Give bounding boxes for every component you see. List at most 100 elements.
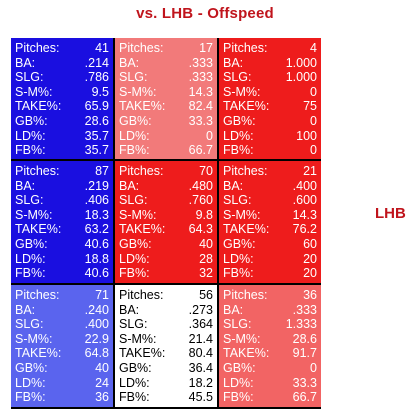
stat-value: .786 [84,70,109,85]
stat-label: FB%: [119,266,150,281]
stat-value: 40.6 [84,236,109,251]
stat-row: S-M%: 21.4 [119,332,217,347]
stat-value: 1.000 [285,70,317,85]
stat-value: 36 [303,288,317,302]
stat-row: GB%: 60 [223,237,321,252]
stat-value: 28 [199,251,213,266]
stat-label: TAKE%: [119,346,166,361]
stat-value: 0 [206,128,213,143]
stat-value: 76.2 [292,222,317,237]
stat-label: SLG: [119,193,148,208]
stat-row: Pitches: 70 [119,164,217,179]
zone-cell: Pitches: 41 BA: .214 SLG: .786 S-M%: 9.5 TAKE%: 6… [11,38,113,159]
stat-label: Pitches: [223,41,268,55]
stat-row: FB%: 36 [15,390,113,405]
stat-label: SLG: [15,317,44,332]
stat-label: GB%: [223,236,256,251]
zone-cell: Pitches: 4 BA: 1.000 SLG: 1.000 S-M%: 0 TAKE%: 75… [219,38,321,159]
stat-row: BA: .273 [119,303,217,318]
stat-value: .219 [84,178,109,193]
chart-title: vs. LHB - Offspeed [136,5,274,22]
stat-value: 60 [303,236,317,251]
stat-label: LD%: [119,251,150,266]
stat-value: 36.4 [188,360,213,375]
stat-value: 0 [310,143,317,158]
stat-row: FB%: 20 [223,266,321,281]
stat-row: Pitches: 87 [15,164,113,179]
stat-label: LD%: [119,128,150,143]
stat-label: TAKE%: [15,346,62,361]
stat-row: S-M%: 0 [223,85,321,100]
stat-label: S-M%: [223,331,261,346]
stat-row: GB%: 36.4 [119,361,217,376]
stat-label: FB%: [119,390,150,405]
stat-value: .600 [292,193,317,208]
zone-grid: Pitches: 41 BA: .214 SLG: .786 S-M%: 9.5 TAKE%: 6… [11,38,321,409]
stat-row: LD%: 35.7 [15,129,113,144]
stat-row: BA: .214 [15,56,113,71]
stat-label: S-M%: [119,331,157,346]
stat-label: Pitches: [119,164,164,178]
zone-cell: Pitches: 21 BA: .400 SLG: .600 S-M%: 14.3 TAKE%:… [219,161,321,283]
stat-value: 28.6 [292,331,317,346]
stat-label: GB%: [15,360,48,375]
stat-row: Pitches: 21 [223,164,321,179]
stat-label: LD%: [223,128,254,143]
stat-row: BA: .333 [223,303,321,318]
stat-row: LD%: 33.3 [223,376,321,391]
stat-row: SLG: 1.000 [223,70,321,85]
stat-value: 64.3 [188,222,213,237]
stat-value: .400 [84,317,109,332]
stat-value: 64.8 [84,346,109,361]
stat-label: LD%: [223,375,254,390]
stat-value: 1.333 [285,317,317,332]
stat-label: FB%: [223,266,254,281]
stat-row: GB%: 33.3 [119,114,217,129]
stat-value: .480 [188,178,213,193]
stat-label: S-M%: [15,331,53,346]
stat-label: SLG: [119,70,148,85]
stat-row: FB%: 32 [119,266,217,281]
stat-row: GB%: 40 [15,361,113,376]
stat-value: .214 [84,55,109,70]
stat-row: S-M%: 28.6 [223,332,321,347]
stat-row: TAKE%: 64.3 [119,222,217,237]
zone-cell: Pitches: 70 BA: .480 SLG: .760 S-M%: 9.8 TAKE%: 6… [115,161,217,283]
stat-label: BA: [15,178,36,193]
stat-label: TAKE%: [223,346,270,361]
stat-label: S-M%: [119,84,157,99]
stat-row: S-M%: 18.3 [15,208,113,223]
stat-row: S-M%: 14.3 [119,85,217,100]
stat-row: TAKE%: 76.2 [223,222,321,237]
stat-label: LD%: [15,375,46,390]
stat-row: TAKE%: 75 [223,99,321,114]
zone-cell: Pitches: 56 BA: .273 SLG: .364 S-M%: 21.4 TAKE%:… [115,285,217,407]
stat-row: BA: .400 [223,179,321,194]
stat-row: TAKE%: 65.9 [15,99,113,114]
stat-value: 82.4 [188,99,213,114]
stat-label: Pitches: [223,164,268,178]
stat-label: BA: [223,178,244,193]
stat-value: .333 [188,55,213,70]
stat-label: TAKE%: [223,99,270,114]
stat-row: BA: .333 [119,56,217,71]
stat-label: GB%: [119,360,152,375]
stat-label: GB%: [223,360,256,375]
stat-label: Pitches: [223,288,268,302]
stat-value: 65.9 [84,99,109,114]
stat-value: 22.9 [84,331,109,346]
stat-label: TAKE%: [15,99,62,114]
stat-row: Pitches: 17 [119,41,217,56]
stat-row: LD%: 0 [119,129,217,144]
stat-row: FB%: 40.6 [15,266,113,281]
stat-row: SLG: .600 [223,193,321,208]
stat-row: Pitches: 56 [119,288,217,303]
stat-row: S-M%: 14.3 [223,208,321,223]
stat-label: GB%: [223,113,256,128]
stat-value: 63.2 [84,222,109,237]
stat-row: TAKE%: 63.2 [15,222,113,237]
stat-label: S-M%: [119,207,157,222]
stat-value: .333 [292,302,317,317]
stat-value: 35.7 [84,128,109,143]
stat-value: 70 [199,164,213,178]
